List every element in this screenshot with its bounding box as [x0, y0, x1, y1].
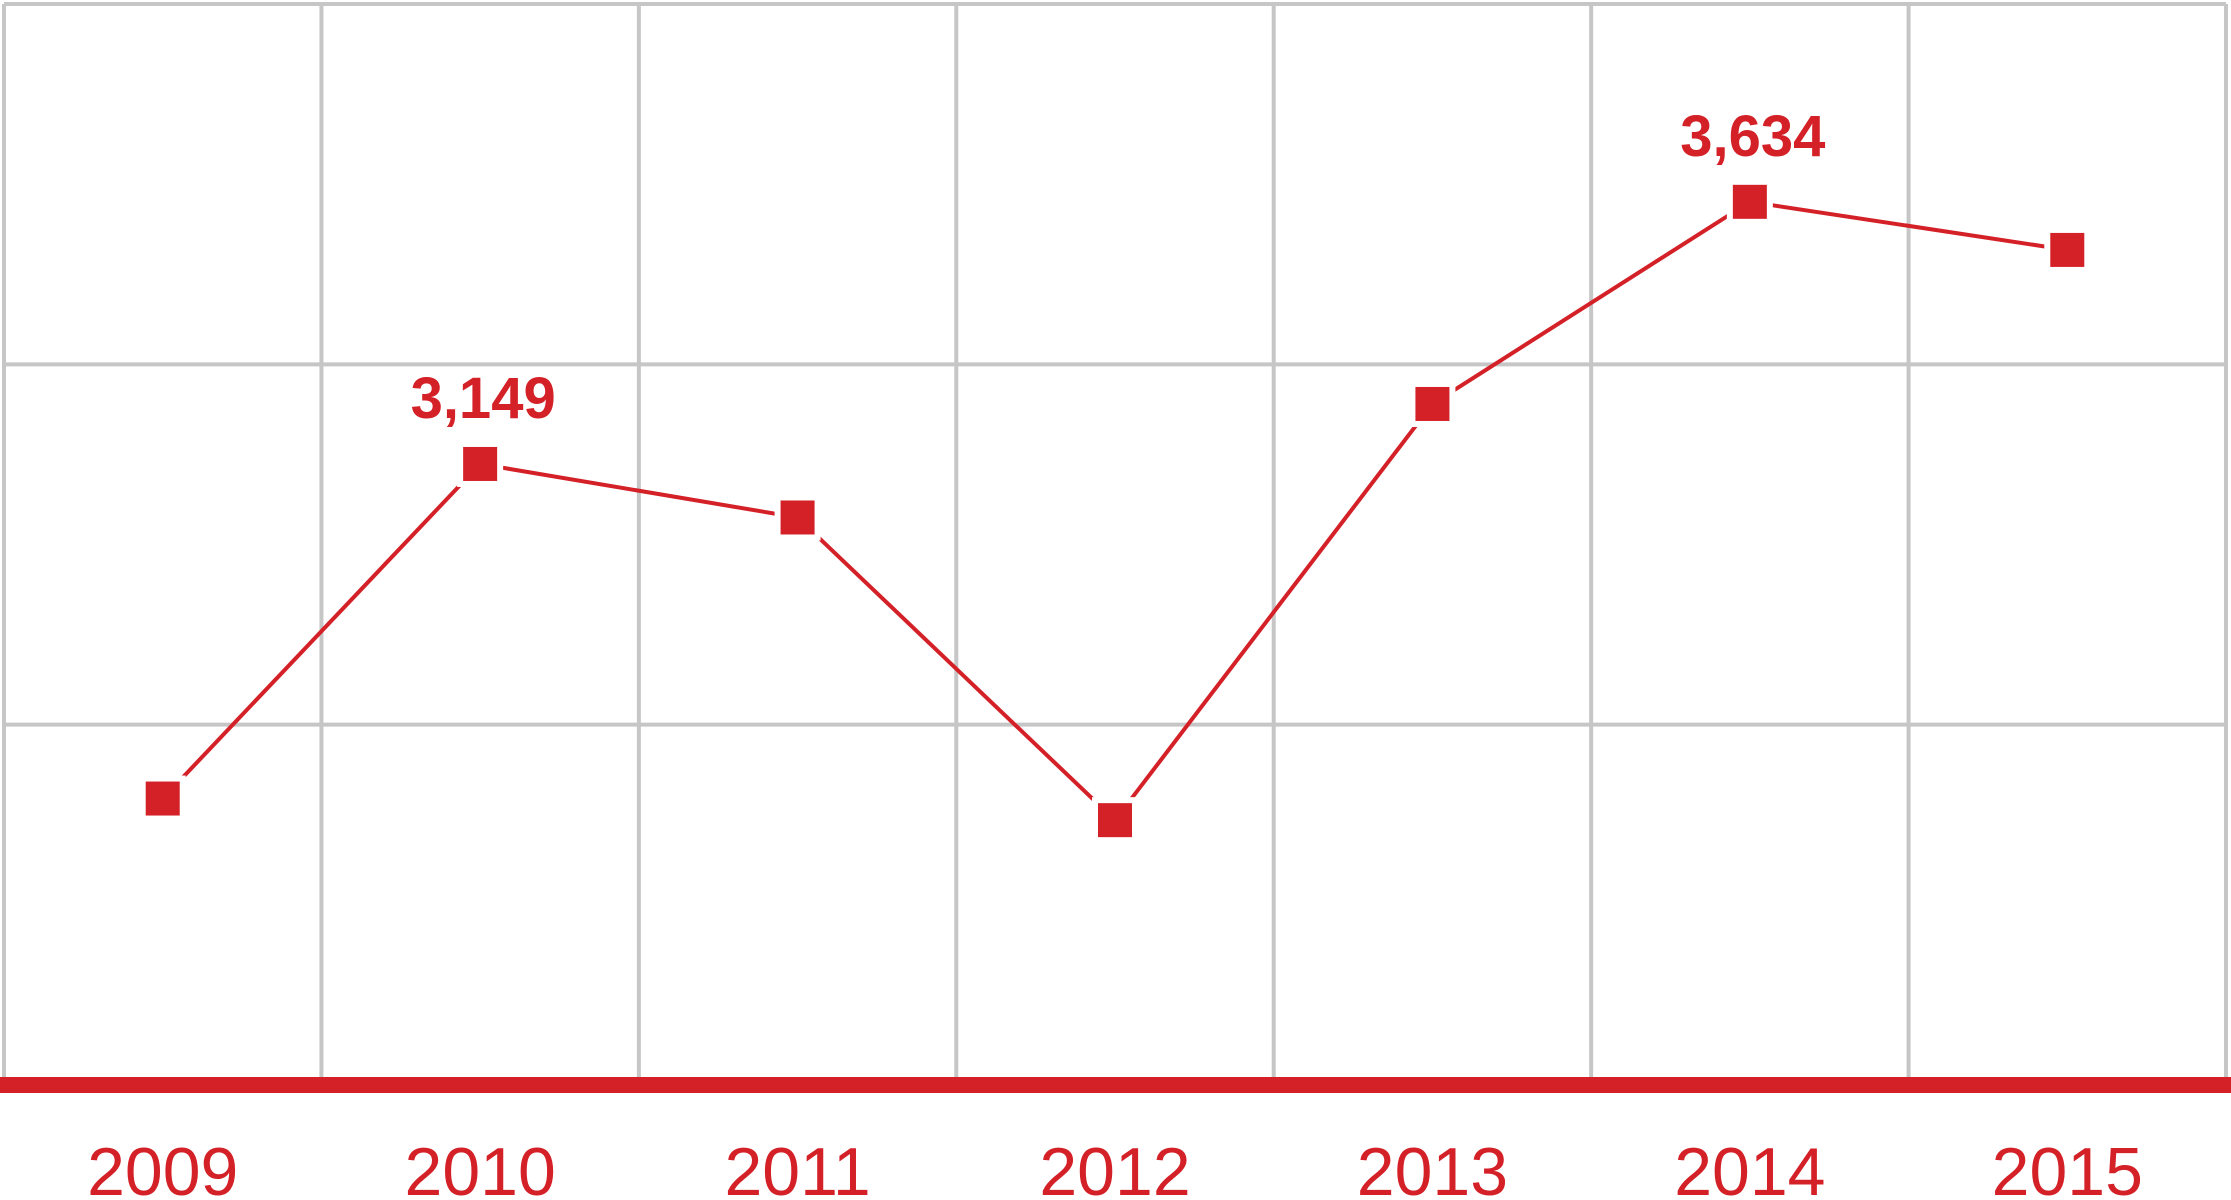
- x-tick-label-2014: 2014: [1674, 1134, 1825, 1200]
- x-tick-label-2012: 2012: [1039, 1134, 1190, 1200]
- data-labels: 3,149 3,634: [411, 104, 1826, 431]
- marker-2014: [1732, 184, 1767, 219]
- x-tick-label-2009: 2009: [87, 1134, 238, 1200]
- data-label-2014: 3,634: [1680, 104, 1825, 169]
- data-label-2010: 3,149: [411, 366, 556, 431]
- x-tick-label-2015: 2015: [1992, 1134, 2143, 1200]
- x-tick-label-2010: 2010: [405, 1134, 556, 1200]
- marker-2013: [1415, 386, 1450, 421]
- series-line: [161, 199, 2068, 824]
- x-tick-label-2013: 2013: [1357, 1134, 1508, 1200]
- data-markers: [139, 178, 2091, 844]
- x-axis-baseline: [0, 1077, 2231, 1093]
- marker-2009: [145, 781, 180, 816]
- x-tick-label-2011: 2011: [724, 1134, 870, 1200]
- marker-2015: [2050, 232, 2085, 267]
- marker-2010: [463, 446, 498, 481]
- grid: [2, 2, 2228, 1085]
- series-polyline: [161, 199, 2068, 824]
- x-axis-tick-labels: 2009 2010 2011 2012 2013 2014 2015: [87, 1134, 2143, 1200]
- marker-2012: [1098, 803, 1132, 838]
- marker-2011: [780, 500, 815, 535]
